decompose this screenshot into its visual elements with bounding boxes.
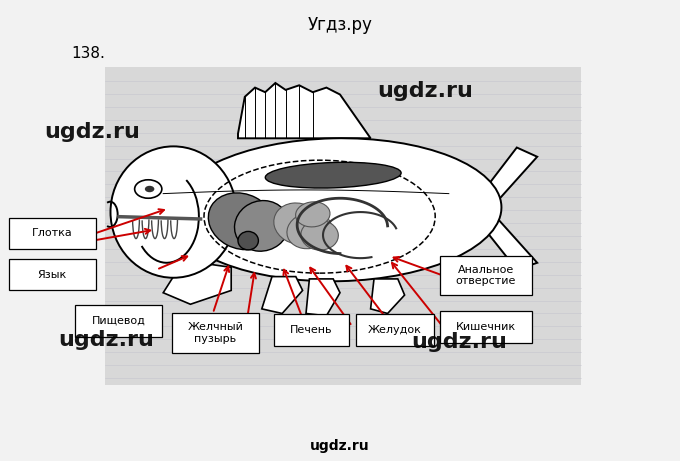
Text: Угдз.ру: Угдз.ру [307,16,373,34]
Text: Пищевод: Пищевод [91,316,146,326]
Ellipse shape [208,193,275,250]
Text: 138.: 138. [71,46,105,61]
Ellipse shape [301,220,339,250]
Polygon shape [163,260,231,304]
FancyBboxPatch shape [172,313,259,353]
Polygon shape [371,279,405,313]
FancyBboxPatch shape [105,67,581,385]
Text: Желудок: Желудок [368,325,422,335]
Ellipse shape [435,173,490,247]
Text: Печень: Печень [290,325,333,335]
Circle shape [145,186,154,192]
FancyBboxPatch shape [274,314,349,346]
Ellipse shape [274,203,322,244]
Polygon shape [306,279,340,316]
Text: ugdz.ru: ugdz.ru [44,122,140,142]
Text: Желчный
пузырь: Желчный пузырь [188,322,243,344]
FancyBboxPatch shape [356,314,434,346]
Text: Язык: Язык [37,270,67,280]
Polygon shape [262,277,303,313]
Text: ugdz.ru: ugdz.ru [411,332,507,352]
Text: Кишечник: Кишечник [456,322,516,332]
Ellipse shape [296,202,330,227]
Ellipse shape [265,162,401,188]
Text: ugdz.ru: ugdz.ru [58,330,154,350]
Ellipse shape [238,231,258,250]
Text: ugdz.ru: ugdz.ru [310,439,370,453]
Text: Анальное
отверстие: Анальное отверстие [456,265,516,286]
Text: Глотка: Глотка [32,228,73,238]
Polygon shape [238,83,371,138]
Polygon shape [469,148,537,210]
FancyBboxPatch shape [9,218,96,249]
Ellipse shape [235,201,289,251]
FancyBboxPatch shape [75,305,162,337]
Polygon shape [469,210,537,270]
Text: ugdz.ru: ugdz.ru [377,81,473,101]
FancyBboxPatch shape [9,259,96,290]
FancyBboxPatch shape [440,256,532,295]
Ellipse shape [172,138,501,281]
Ellipse shape [110,147,237,278]
FancyBboxPatch shape [440,311,532,343]
Ellipse shape [287,212,332,249]
Circle shape [135,180,162,198]
